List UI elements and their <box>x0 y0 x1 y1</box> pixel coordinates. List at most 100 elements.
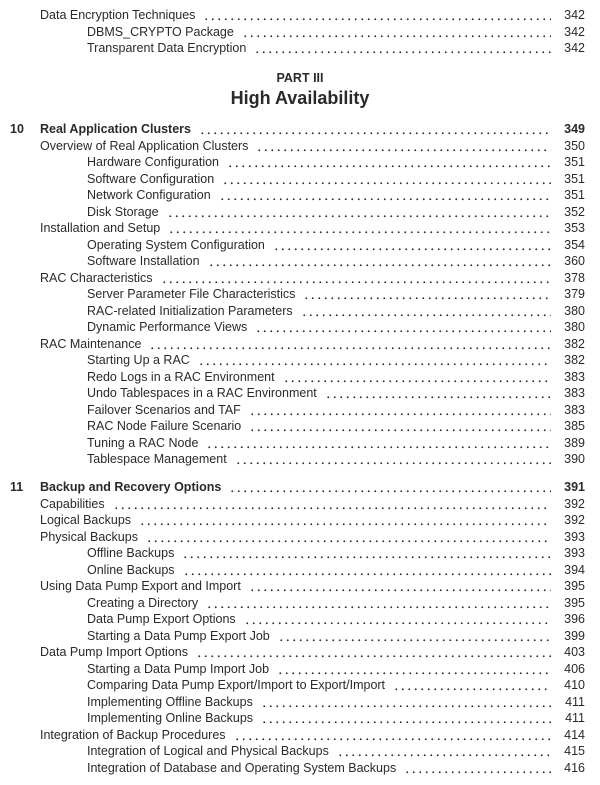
dot-leader <box>233 726 551 743</box>
dot-leader <box>218 187 551 204</box>
page-number: 351 <box>564 188 585 202</box>
part-label: PART III <box>276 71 324 85</box>
page-number: 379 <box>564 287 585 301</box>
toc-entry[interactable]: Physical Backups 393 <box>0 528 600 545</box>
page-number: 406 <box>564 661 585 676</box>
part-title: High Availability <box>230 88 370 108</box>
entry-title: Data Pump Export Options <box>87 612 236 626</box>
toc-entry[interactable]: Starting Up a RAC 382 <box>0 352 600 369</box>
toc-entry[interactable]: Redo Logs in a RAC Environment 383 <box>0 368 600 385</box>
entry-title: Network Configuration <box>87 188 211 202</box>
page-number: 396 <box>564 612 585 626</box>
toc-entry[interactable]: Transparent Data Encryption 342 <box>0 40 600 57</box>
dot-leader <box>393 677 551 694</box>
page-number: 382 <box>564 336 585 351</box>
dot-leader <box>303 286 551 303</box>
chapter-entry[interactable]: 11 Backup and Recovery Options 391 <box>0 479 600 496</box>
toc-entry[interactable]: Data Pump Import Options 403 <box>0 644 600 661</box>
toc-entry[interactable]: Software Configuration 351 <box>0 170 600 187</box>
page-number: 414 <box>564 727 585 742</box>
toc-entry[interactable]: Disk Storage 352 <box>0 203 600 220</box>
dot-leader <box>248 578 551 595</box>
toc-entry[interactable]: Tuning a RAC Node 389 <box>0 434 600 451</box>
toc-entry[interactable]: RAC Characteristics 378 <box>0 269 600 286</box>
dot-leader <box>336 743 551 760</box>
page-number: 392 <box>564 496 585 511</box>
entry-title: Integration of Backup Procedures <box>40 727 226 742</box>
entry-title: Software Configuration <box>87 171 215 186</box>
toc-entry[interactable]: Logical Backups 392 <box>0 512 600 529</box>
toc-entry[interactable]: Tablespace Management 390 <box>0 451 600 468</box>
toc-entry[interactable]: Comparing Data Pump Export/Import to Exp… <box>0 677 600 694</box>
entry-title: Integration of Database and Operating Sy… <box>87 760 397 775</box>
page-number: 342 <box>564 8 585 22</box>
entry-title: RAC Maintenance <box>40 336 142 351</box>
page-number: 353 <box>564 221 585 235</box>
toc-entry[interactable]: DBMS_CRYPTO Package 342 <box>0 23 600 40</box>
page-number: 342 <box>564 24 585 39</box>
toc-entry[interactable]: Starting a Data Pump Import Job 406 <box>0 660 600 677</box>
dot-leader <box>324 385 551 402</box>
page-number: 390 <box>564 452 585 466</box>
toc-entry[interactable]: Integration of Logical and Physical Back… <box>0 743 600 760</box>
entry-title: Installation and Setup <box>40 221 161 235</box>
entry-title: Failover Scenarios and TAF <box>87 402 241 417</box>
dot-leader <box>206 434 551 451</box>
dot-leader <box>256 137 551 154</box>
entry-title: Real Application Clusters <box>40 122 191 136</box>
toc-entry[interactable]: Offline Backups 393 <box>0 545 600 562</box>
toc-entry[interactable]: Software Installation 360 <box>0 253 600 270</box>
chapter-number: 10 <box>10 122 24 136</box>
entry-title: DBMS_CRYPTO Package <box>87 24 234 39</box>
toc-entry[interactable]: Implementing Online Backups 411 <box>0 710 600 727</box>
page-number: 380 <box>564 320 585 334</box>
toc-entry[interactable]: Online Backups 394 <box>0 561 600 578</box>
toc-entry[interactable]: Operating System Configuration 354 <box>0 236 600 253</box>
entry-title: Online Backups <box>87 562 175 577</box>
entry-title: Implementing Offline Backups <box>87 694 253 709</box>
page-number: 403 <box>564 645 585 659</box>
dot-leader <box>227 154 551 171</box>
page-number: 416 <box>564 760 585 775</box>
toc-entry[interactable]: Capabilities 392 <box>0 495 600 512</box>
toc-entry[interactable]: Implementing Offline Backups 411 <box>0 693 600 710</box>
entry-title: Data Pump Import Options <box>40 645 188 659</box>
dot-leader <box>182 545 551 562</box>
dot-leader <box>149 335 551 352</box>
toc-entry[interactable]: Data Pump Export Options 396 <box>0 611 600 628</box>
page-number: 383 <box>564 402 585 417</box>
toc-entry[interactable]: Integration of Backup Procedures 414 <box>0 726 600 743</box>
toc-entry[interactable]: Using Data Pump Export and Import 395 <box>0 578 600 595</box>
toc-entry[interactable]: Data Encryption Techniques 342 <box>0 7 600 24</box>
toc-entry[interactable]: RAC Maintenance 382 <box>0 335 600 352</box>
toc-entry[interactable]: Undo Tablespaces in a RAC Environment 383 <box>0 385 600 402</box>
entry-title: Capabilities <box>40 496 105 511</box>
toc-entry[interactable]: Network Configuration 351 <box>0 187 600 204</box>
toc-entry[interactable]: Server Parameter File Characteristics 379 <box>0 286 600 303</box>
toc-entry[interactable]: RAC-related Initialization Parameters 380 <box>0 302 600 319</box>
entry-title: Starting Up a RAC <box>87 353 190 367</box>
dot-leader <box>254 40 551 57</box>
toc-entry[interactable]: Failover Scenarios and TAF 383 <box>0 401 600 418</box>
toc-entry[interactable]: Hardware Configuration 351 <box>0 154 600 171</box>
toc-entry[interactable]: Integration of Database and Operating Sy… <box>0 759 600 776</box>
chapter-11-section: 11 Backup and Recovery Options 391 Capabili… <box>0 479 600 776</box>
dot-leader <box>234 451 551 468</box>
page-number: 395 <box>564 579 585 593</box>
entry-title: Transparent Data Encryption <box>87 41 247 55</box>
dot-leader <box>260 693 551 710</box>
page-number: 349 <box>564 122 585 136</box>
entry-title: Offline Backups <box>87 546 175 560</box>
toc-entry[interactable]: Dynamic Performance Views 380 <box>0 319 600 336</box>
toc-entry[interactable]: Installation and Setup 353 <box>0 220 600 237</box>
page-number: 415 <box>564 744 585 758</box>
dot-leader <box>404 759 551 776</box>
toc-entry[interactable]: RAC Node Failure Scenario 385 <box>0 418 600 435</box>
toc-entry[interactable]: Overview of Real Application Clusters 350 <box>0 137 600 154</box>
entry-title: Software Installation <box>87 254 200 268</box>
entry-title: Redo Logs in a RAC Environment <box>87 369 275 384</box>
toc-entry[interactable]: Creating a Directory 395 <box>0 594 600 611</box>
toc-entry[interactable]: Starting a Data Pump Export Job 399 <box>0 627 600 644</box>
chapter-entry[interactable]: 10 Real Application Clusters 349 <box>0 121 600 138</box>
entry-title: Dynamic Performance Views <box>87 320 248 334</box>
